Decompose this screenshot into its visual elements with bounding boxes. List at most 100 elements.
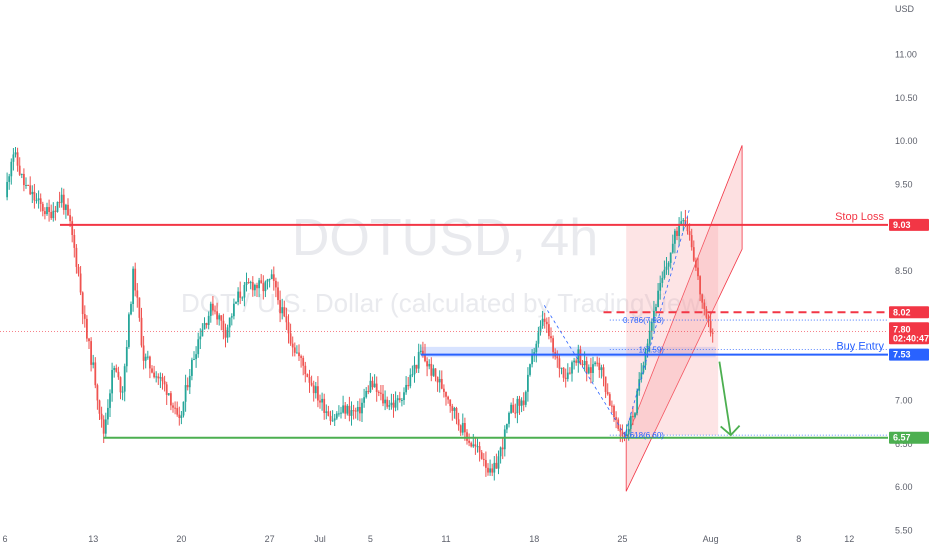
candle-body <box>650 321 653 331</box>
candle-body <box>272 274 275 281</box>
level-price-tag <box>889 306 929 319</box>
candle-body <box>516 398 519 414</box>
candle-body <box>642 365 645 373</box>
candle-body <box>529 364 531 375</box>
candle-body <box>417 351 420 369</box>
candle-body <box>285 316 288 323</box>
candle-body <box>69 215 71 222</box>
price-axis[interactable]: USD 11.0010.5010.009.509.008.508.007.507… <box>895 4 918 535</box>
candle-body <box>613 406 615 418</box>
candle-body <box>657 290 659 308</box>
candle-body <box>686 224 689 232</box>
candle-body <box>205 322 208 326</box>
candle-body <box>90 341 92 365</box>
candle-body <box>508 412 510 424</box>
candle-body <box>104 419 107 434</box>
candle-body <box>491 468 494 473</box>
candle-body <box>41 203 44 212</box>
candle-body <box>180 415 183 418</box>
candle-body <box>102 419 105 434</box>
candle-body <box>552 338 554 353</box>
candle-body <box>560 367 563 369</box>
candle-body <box>44 211 46 215</box>
candle-body <box>449 399 452 407</box>
fib-label: 1.618(6.60) <box>623 431 664 440</box>
candle-body <box>461 423 464 433</box>
candle-body <box>375 383 378 392</box>
candle-body <box>37 198 40 201</box>
candle-body <box>676 230 678 236</box>
candle-body <box>380 392 382 394</box>
candle-body <box>46 207 48 215</box>
candle-body <box>594 362 596 365</box>
candle-body <box>369 380 372 393</box>
fib-label: 0.786(7.93) <box>623 316 664 325</box>
candle-body <box>308 377 311 383</box>
candle-body <box>499 447 502 457</box>
candle-body <box>634 413 636 418</box>
candle-body <box>310 382 313 386</box>
chart-watermark: DOTUSD, 4h DOT / U.S. Dollar (calculated… <box>181 209 709 318</box>
candle-body <box>125 346 128 367</box>
candle-body <box>392 402 395 408</box>
candle-body <box>333 418 336 421</box>
candle-body <box>113 367 116 370</box>
time-axis[interactable]: 6 13 20 27 Jul 5 11 18 25 Aug 8 12 <box>2 534 854 544</box>
candle-body <box>214 310 216 312</box>
price-tick-label: 6.00 <box>895 482 913 492</box>
candle-body <box>233 303 235 317</box>
candle-body <box>119 377 122 393</box>
candle-body <box>281 307 284 314</box>
candle-body <box>644 352 647 366</box>
candle-body <box>75 247 78 267</box>
candle-body <box>419 350 422 352</box>
candle-body <box>52 210 55 219</box>
candle-body <box>237 291 239 303</box>
candle-body <box>184 385 187 402</box>
countdown-text: 02:40:47 <box>893 333 929 343</box>
candle-body <box>424 354 426 362</box>
price-tick-label: 10.50 <box>895 93 918 103</box>
candle-body <box>23 173 25 186</box>
candle-body <box>216 311 218 320</box>
candle-body <box>203 322 206 330</box>
candle-body <box>123 366 126 392</box>
candle-body <box>569 372 571 374</box>
candle-body <box>398 398 401 401</box>
candle-body <box>71 221 74 235</box>
candle-body <box>157 376 160 379</box>
time-tick-label: 5 <box>368 534 373 544</box>
candle-body <box>653 310 655 322</box>
candle-body <box>218 315 221 320</box>
candle-body <box>167 393 170 395</box>
candle-body <box>579 349 582 364</box>
candle-body <box>602 367 605 377</box>
candle-body <box>457 419 460 426</box>
projection-arrowhead <box>720 424 741 437</box>
candle-body <box>464 423 466 433</box>
candle-body <box>79 273 82 293</box>
candle-body <box>140 317 143 346</box>
candle-body <box>590 367 592 373</box>
candle-body <box>178 414 181 418</box>
candle-body <box>321 398 323 403</box>
time-tick-label: Jul <box>314 534 326 544</box>
candle-body <box>20 173 23 175</box>
time-tick-label: 8 <box>796 534 801 544</box>
candle-body <box>335 413 338 419</box>
fib-label: 1(7.59) <box>639 345 665 354</box>
candle-body <box>331 420 334 422</box>
candle-body <box>193 359 195 361</box>
candle-body <box>304 365 307 375</box>
candle-body <box>73 234 76 248</box>
candle-body <box>665 266 668 270</box>
candle-body <box>149 356 151 369</box>
candle-body <box>415 364 418 369</box>
candle-body <box>623 435 626 437</box>
highlight-zone <box>626 224 719 436</box>
candle-body <box>501 447 504 450</box>
candle-body <box>224 330 227 338</box>
candle-body <box>558 358 561 369</box>
candle-body <box>493 462 496 473</box>
